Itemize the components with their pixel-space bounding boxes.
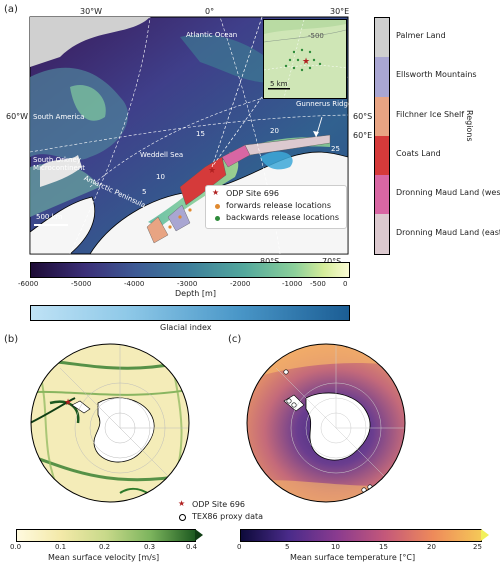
lon-label-60e: 60°E <box>353 131 373 140</box>
map-number-15: 15 <box>196 130 205 138</box>
label-gunnerus-ridge: Gunnerus Ridge <box>296 100 353 108</box>
svg-text:★: ★ <box>208 166 216 176</box>
temperature-tick-3: 15 <box>379 543 388 551</box>
label-weddell-sea: Weddell Sea <box>140 151 184 159</box>
region-label-ellsworth: Ellsworth Mountains <box>396 70 477 79</box>
depth-tick-6: -500 <box>310 280 326 288</box>
scale-bar-label: 500 km <box>36 213 63 221</box>
depth-tick-2: -4000 <box>124 280 145 288</box>
lon-label-30e: 30°E <box>330 7 350 16</box>
region-swatch-coats <box>375 135 389 176</box>
inset-scale-bar: 5 km <box>270 80 288 88</box>
green-dot-icon <box>215 216 220 221</box>
depth-tick-3: -3000 <box>177 280 198 288</box>
temperature-tick-5: 25 <box>473 543 482 551</box>
lat-label-70s: 70°S <box>322 257 341 266</box>
map-number-5: 5 <box>142 188 147 196</box>
region-label-coats: Coats Land <box>396 149 441 158</box>
temperature-map <box>246 343 406 503</box>
map-number-25: 25 <box>331 145 340 153</box>
panel-a-letter: (a) <box>4 4 18 15</box>
depth-tick-7: 0 <box>343 280 348 288</box>
region-label-palmer: Palmer Land <box>396 31 446 40</box>
depth-tick-5: -1000 <box>282 280 303 288</box>
label-south-america: South America <box>33 113 85 121</box>
regions-colorbar <box>374 17 390 255</box>
legend-b-tex86: TEX86 proxy data <box>192 512 264 521</box>
svg-text:★: ★ <box>302 57 310 67</box>
region-label-dml-west: Dronning Maud Land (west) <box>396 188 500 197</box>
lon-label-0: 0° <box>205 7 215 16</box>
temperature-colorbar-label: Mean surface temperature [°C] <box>290 553 416 562</box>
regions-title: Regions <box>465 110 474 142</box>
temperature-colorbar <box>240 529 482 542</box>
temperature-tick-4: 20 <box>427 543 436 551</box>
inset-contour-label: -500 <box>308 32 324 40</box>
panel-c-letter: (c) <box>228 334 242 345</box>
legend-forwards: forwards release locations <box>226 201 332 210</box>
temperature-tick-0: 0 <box>237 543 242 551</box>
temperature-tick-1: 5 <box>285 543 290 551</box>
glacial-index-label: Glacial index <box>160 323 212 332</box>
orange-dot-icon <box>215 204 220 209</box>
depth-tick-1: -5000 <box>71 280 92 288</box>
depth-colorbar-label: Depth [m] <box>175 289 216 298</box>
velocity-colorbar-label: Mean surface velocity [m/s] <box>48 553 160 562</box>
lat-label-60s: 60°S <box>353 112 373 121</box>
lon-label-60w: 60°W <box>6 112 29 121</box>
lon-label-30w: 30°W <box>80 7 103 16</box>
legend-b-odp: ODP Site 696 <box>192 500 245 509</box>
region-swatch-dml-east <box>375 214 389 254</box>
svg-text:★: ★ <box>64 398 72 408</box>
velocity-tick-4: 0.4 <box>186 543 198 551</box>
legend-panel-b: ★ ODP Site 696 TEX86 proxy data <box>174 499 292 527</box>
temperature-colorbar-arrow <box>481 529 489 541</box>
velocity-colorbar-arrow <box>195 529 203 541</box>
depth-tick-0: -6000 <box>18 280 39 288</box>
panel-b-letter: (b) <box>4 334 19 345</box>
lat-label-80s: 80°S <box>260 257 279 266</box>
temperature-tick-2: 10 <box>331 543 340 551</box>
label-atlantic-ocean: Atlantic Ocean <box>186 31 238 39</box>
circle-icon <box>179 514 186 521</box>
velocity-map: ★ <box>30 343 190 503</box>
velocity-colorbar <box>16 529 196 542</box>
map-number-20: 20 <box>270 127 279 135</box>
glacial-index-colorbar <box>30 305 350 321</box>
velocity-tick-2: 0.2 <box>99 543 111 551</box>
velocity-tick-0: 0.0 <box>10 543 22 551</box>
region-label-filchner: Filchner Ice Shelf <box>396 110 465 119</box>
legend-panel-a: ★ ODP Site 696 forwards release location… <box>205 185 347 229</box>
map-number-10: 10 <box>156 173 165 181</box>
depth-colorbar <box>30 262 350 278</box>
velocity-tick-3: 0.3 <box>144 543 156 551</box>
legend-backwards: backwards release locations <box>226 213 340 222</box>
depth-tick-4: -2000 <box>230 280 251 288</box>
region-swatch-dml-west <box>375 175 389 215</box>
region-swatch-palmer <box>375 18 389 58</box>
legend-odp-site: ODP Site 696 <box>226 189 279 198</box>
star-icon: ★ <box>212 188 220 197</box>
inset-map: ★ -500 5 km <box>263 19 347 99</box>
region-label-dml-east: Dronning Maud Land (east) <box>396 228 500 237</box>
star-icon: ★ <box>178 499 186 508</box>
region-swatch-filchner <box>375 96 389 136</box>
region-swatch-ellsworth <box>375 57 389 97</box>
velocity-tick-1: 0.1 <box>55 543 67 551</box>
odp-site-marker-a: ★ <box>208 166 216 176</box>
label-south-orkney: South Orkney Microcontinent <box>33 156 86 172</box>
